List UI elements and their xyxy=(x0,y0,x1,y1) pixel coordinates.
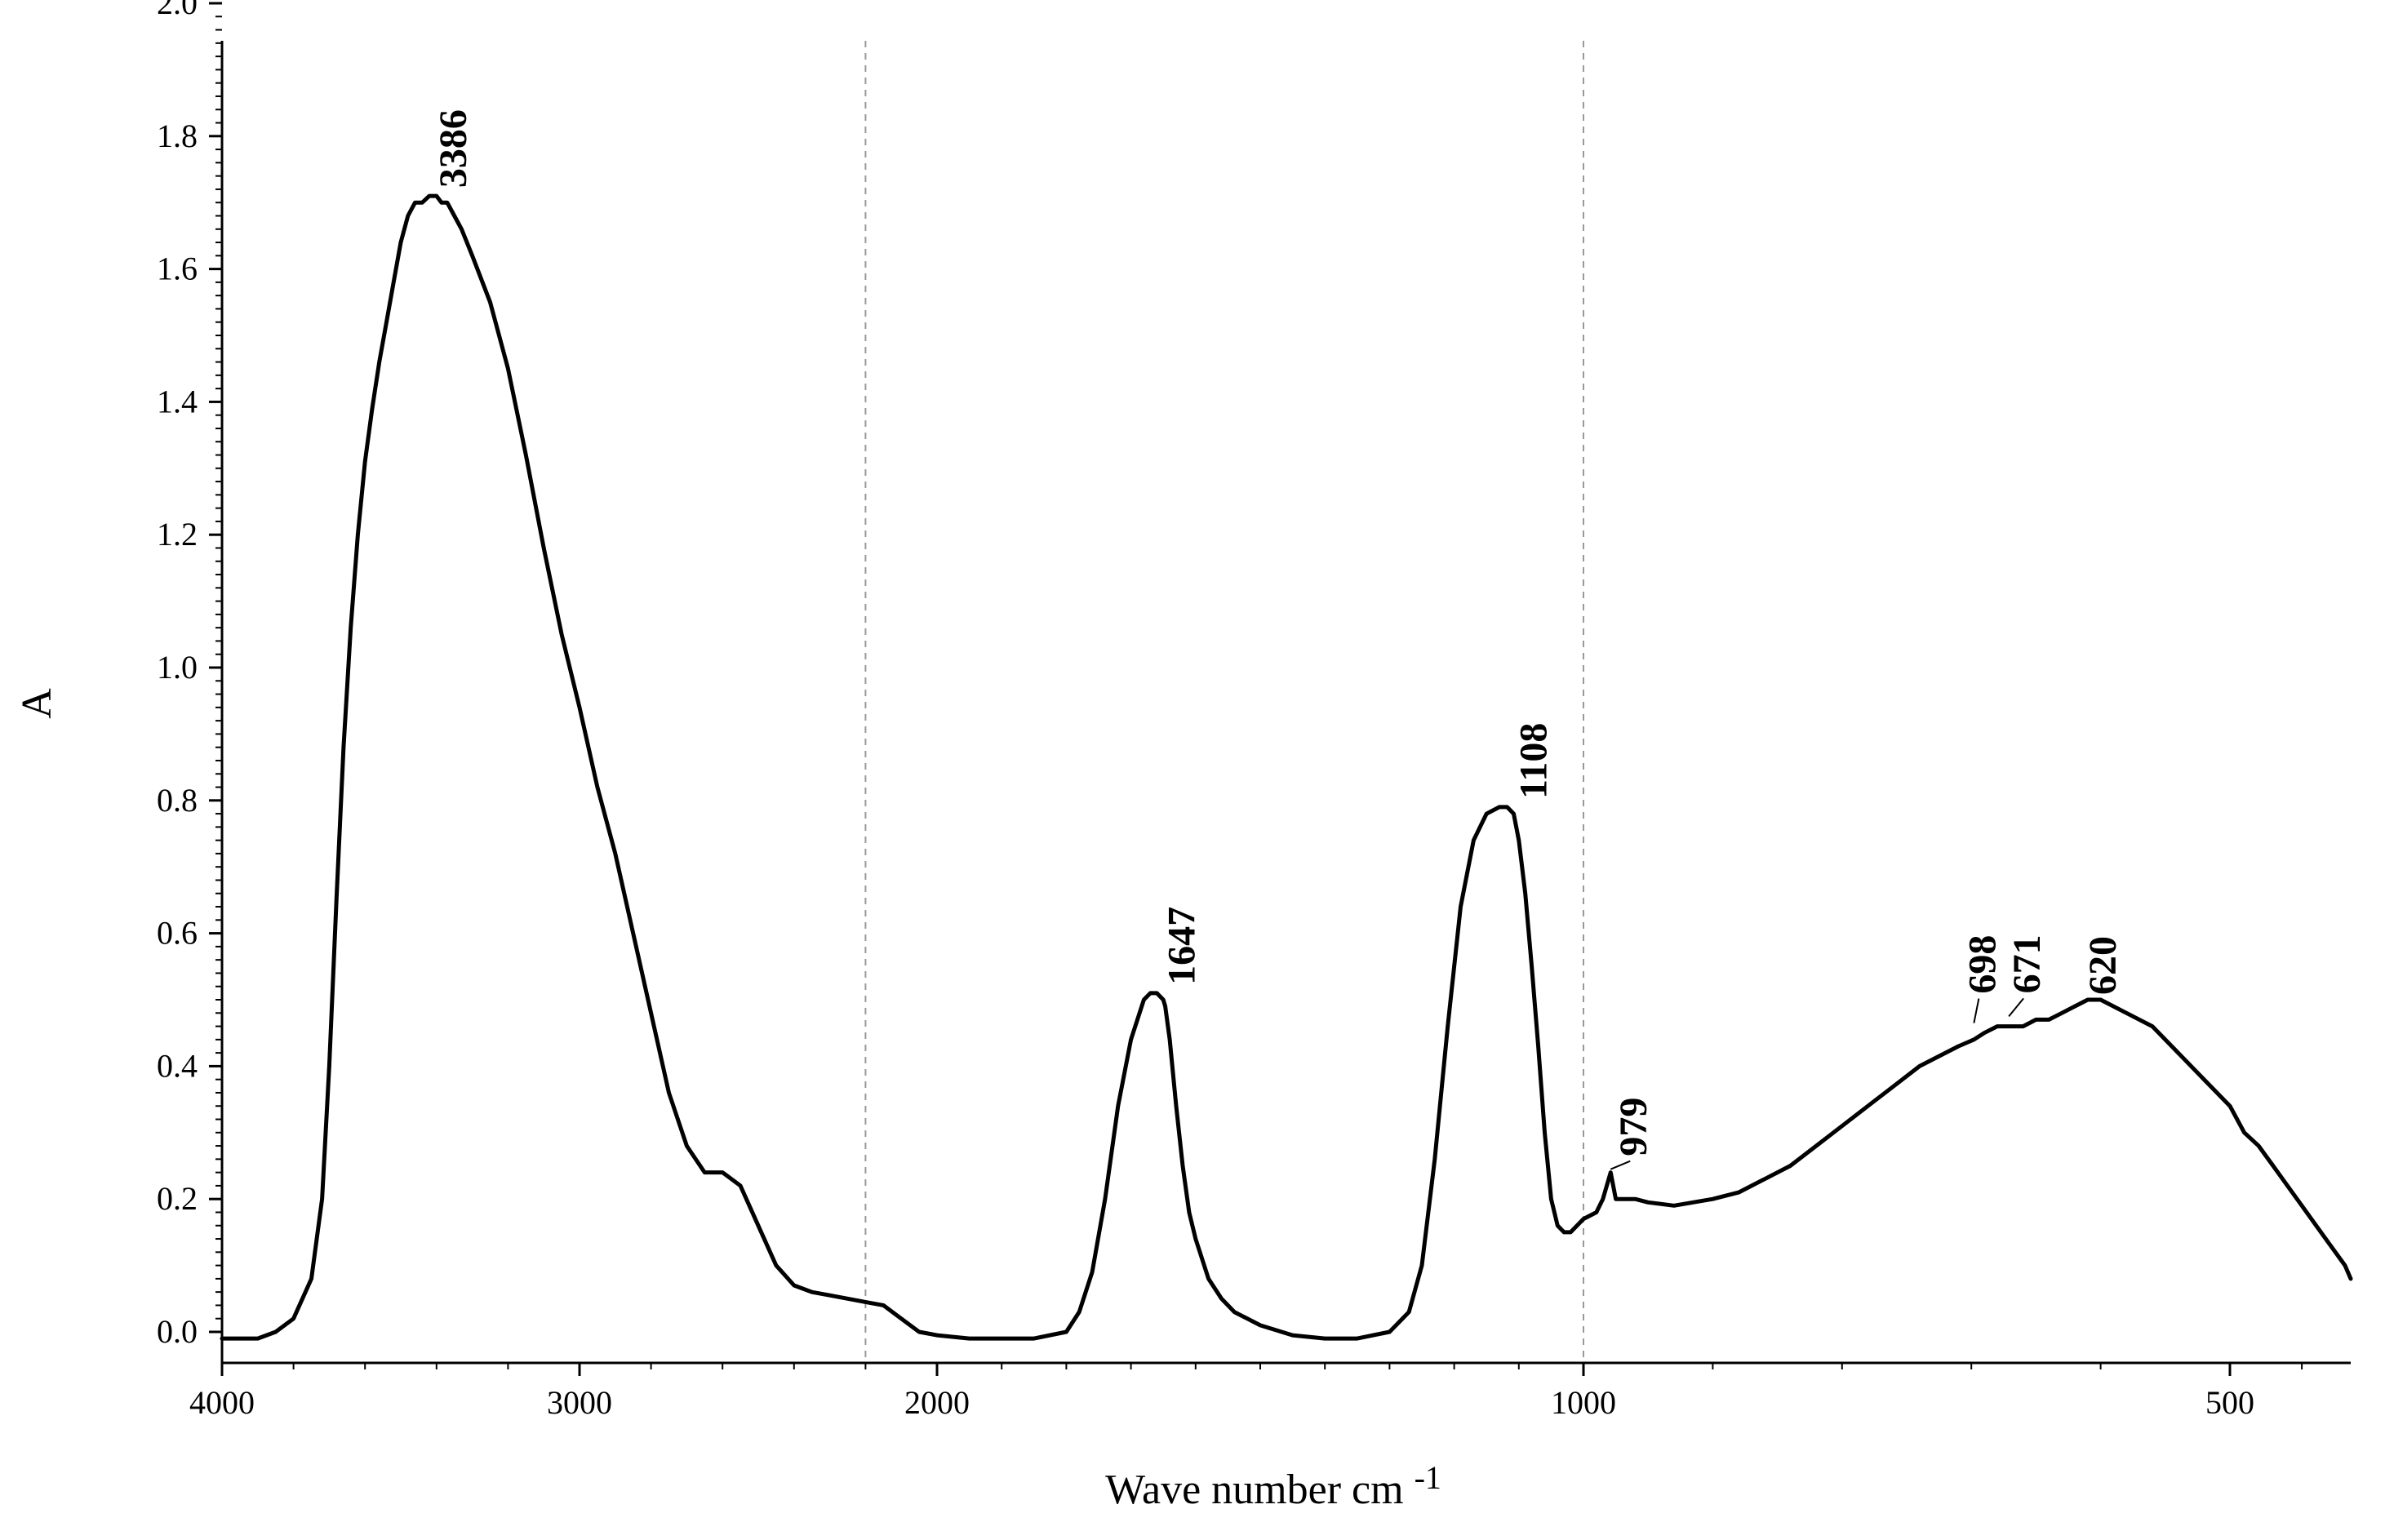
axes xyxy=(220,41,2351,1365)
peak-label: 979 xyxy=(1612,1098,1655,1156)
x-axis-ticks: 4000 3000 2000 1000 500 xyxy=(189,1363,2303,1421)
x-axis-title-superscript: -1 xyxy=(1415,1459,1441,1496)
y-tick-label: 1.0 xyxy=(157,649,198,686)
x-axis-title: Wave number cm -1 xyxy=(1105,1459,1441,1513)
peak-leader-line xyxy=(1610,1160,1631,1170)
x-tick-label: 1000 xyxy=(1551,1384,1616,1421)
x-axis-title-main: Wave number cm xyxy=(1105,1467,1403,1513)
y-tick-label: 0.6 xyxy=(157,915,198,952)
y-tick-label: 0.0 xyxy=(157,1313,198,1350)
y-tick-label: 0.8 xyxy=(157,782,198,819)
reference-lines xyxy=(864,41,1584,1363)
peak-label: 620 xyxy=(2081,936,2125,995)
y-tick-label: 2.0 xyxy=(157,0,198,21)
spectrum-line xyxy=(220,193,2353,1341)
peak-leader-line xyxy=(2008,997,2024,1018)
peak-annotations: 3386 1647 1108 979 698 671 620 xyxy=(432,109,2125,1170)
peak-label: 1108 xyxy=(1512,723,1555,799)
y-tick-label: 0.2 xyxy=(157,1180,198,1217)
peak-label: 3386 xyxy=(432,109,475,188)
x-tick-label: 500 xyxy=(2205,1384,2254,1421)
peak-leader-line xyxy=(1973,998,1980,1023)
y-tick-label: 1.8 xyxy=(157,118,198,154)
peak-label: 698 xyxy=(1961,935,2004,994)
y-tick-label: 1.6 xyxy=(157,251,198,287)
peak-label: 1647 xyxy=(1161,907,1204,985)
series-group xyxy=(220,193,2353,1341)
peak-label: 671 xyxy=(2005,934,2049,993)
y-tick-label: 0.4 xyxy=(157,1047,198,1084)
y-tick-label: 1.2 xyxy=(157,516,198,553)
y-axis-title: A xyxy=(14,688,60,719)
y-axis-ticks: 0.0 0.2 0.4 0.6 0.8 1.0 1.2 1.4 1.6 1.8 2.0 xyxy=(157,0,222,1350)
x-tick-label: 4000 xyxy=(189,1384,255,1421)
y-tick-label: 1.4 xyxy=(157,383,198,419)
x-tick-label: 3000 xyxy=(547,1384,612,1421)
x-tick-label: 2000 xyxy=(904,1384,970,1421)
